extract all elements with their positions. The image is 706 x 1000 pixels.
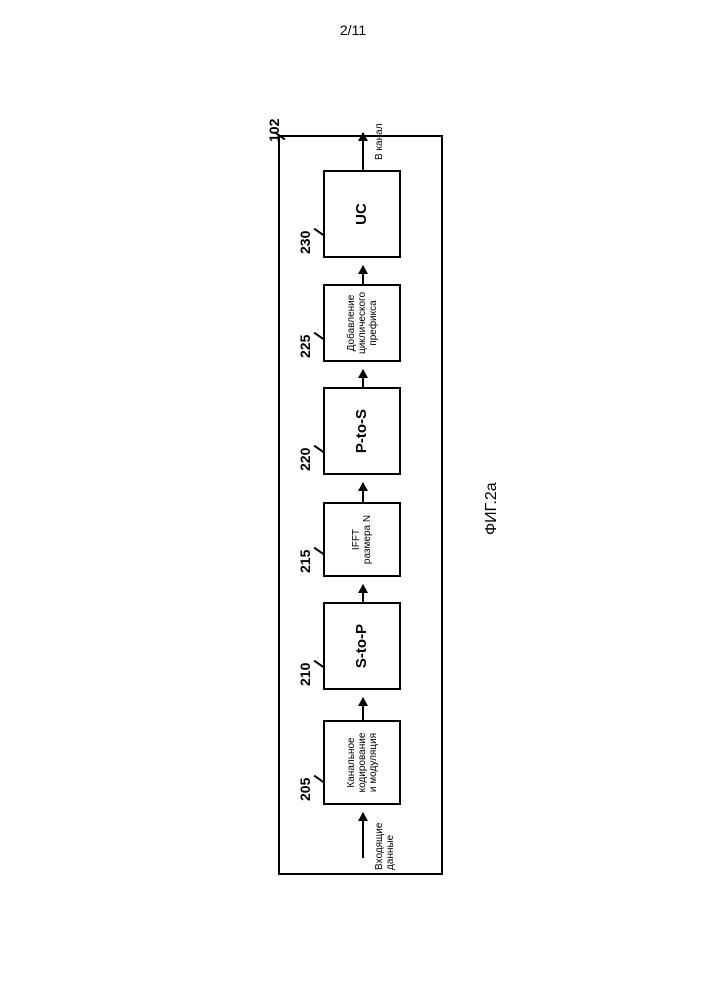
block-210: S-to-P <box>323 602 401 690</box>
block-225: Добавление циклического префикса <box>323 284 401 362</box>
page-number: 2/11 <box>0 22 706 38</box>
block-230: UC <box>323 170 401 258</box>
input-label: Входящие данные <box>374 823 396 870</box>
block-215: IFFT размера N <box>323 502 401 577</box>
output-label: В канал <box>374 123 385 160</box>
arrow-6 <box>362 133 364 170</box>
outer-ref-label: 102 <box>266 119 282 142</box>
ref-220: 220 <box>297 448 313 471</box>
ref-215: 215 <box>297 550 313 573</box>
ref-210: 210 <box>297 663 313 686</box>
arrow-1 <box>362 698 364 720</box>
figure-caption: ФИГ.2a <box>483 482 501 535</box>
ref-230: 230 <box>297 231 313 254</box>
block-205: Канальное кодирование и модуляция <box>323 720 401 805</box>
diagram-canvas: 102 Входящие данные В канал Канальное ко… <box>78 100 628 900</box>
ref-225: 225 <box>297 335 313 358</box>
arrow-0 <box>362 813 364 858</box>
arrow-4 <box>362 370 364 387</box>
arrow-2 <box>362 585 364 602</box>
rotated-stage: 102 Входящие данные В канал Канальное ко… <box>0 225 706 775</box>
arrow-5 <box>362 266 364 284</box>
arrow-3 <box>362 483 364 502</box>
block-220: P-to-S <box>323 387 401 475</box>
ref-205: 205 <box>297 778 313 801</box>
